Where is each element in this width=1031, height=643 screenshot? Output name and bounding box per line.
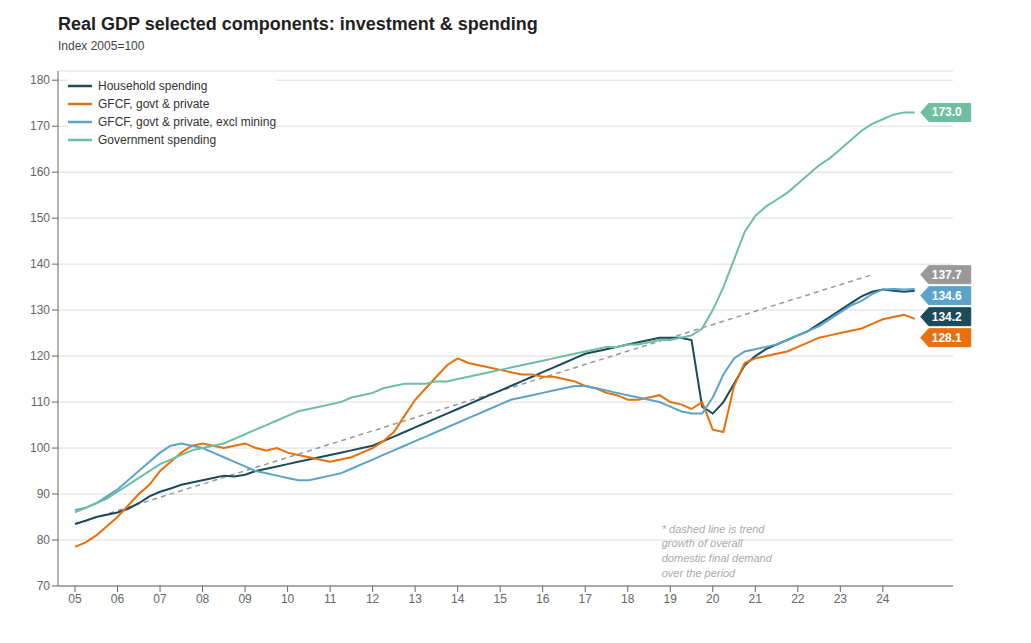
svg-text:110: 110 [31,395,50,409]
svg-text:14: 14 [451,592,465,606]
html-text:GFCF, govt & private: GFCF, govt & private [98,97,210,111]
svg-text:180: 180 [30,73,50,87]
svg-text:11: 11 [324,592,337,606]
svg-text:134.6: 134.6 [932,289,962,303]
svg-text:130: 130 [30,303,50,317]
svg-text:18: 18 [621,592,635,606]
html-text:GFCF, govt & private, excl min: GFCF, govt & private, excl mining [98,115,277,129]
html-text:Index 2005=100: Index 2005=100 [58,39,145,53]
svg-text:128.1: 128.1 [932,331,962,345]
svg-text:13: 13 [408,592,422,606]
html-text:* dashed line is trend growth: * dashed line is trend growth of overall… [661,522,772,580]
svg-text:05: 05 [68,592,82,606]
svg-text:17: 17 [579,592,593,606]
svg-text:20: 20 [706,592,720,606]
svg-text:24: 24 [876,592,890,606]
svg-text:100: 100 [30,441,50,455]
svg-text:12: 12 [366,592,380,606]
html-text:Government spending: Government spending [98,133,217,147]
svg-text:06: 06 [111,592,125,606]
html-text:Household spending: Household spending [98,79,208,93]
svg-text:80: 80 [37,533,51,547]
svg-text:07: 07 [153,592,167,606]
svg-text:23: 23 [834,592,848,606]
svg-text:150: 150 [30,211,50,225]
svg-text:08: 08 [196,592,210,606]
html-text:Real GDP selected components:: Real GDP selected components: investment… [58,14,538,34]
svg-text:170: 170 [30,119,50,133]
svg-text:120: 120 [30,349,50,363]
svg-text:09: 09 [238,592,252,606]
svg-text:10: 10 [281,592,295,606]
svg-text:22: 22 [791,592,805,606]
svg-text:173.0: 173.0 [932,105,962,119]
svg-text:19: 19 [664,592,678,606]
svg-text:134.2: 134.2 [932,310,962,324]
svg-text:140: 140 [30,257,50,271]
svg-text:160: 160 [30,165,50,179]
svg-text:90: 90 [37,487,51,501]
svg-text:70: 70 [37,579,51,593]
svg-text:16: 16 [536,592,550,606]
svg-text:21: 21 [749,592,763,606]
svg-text:137.7: 137.7 [932,268,962,282]
svg-text:15: 15 [494,592,508,606]
